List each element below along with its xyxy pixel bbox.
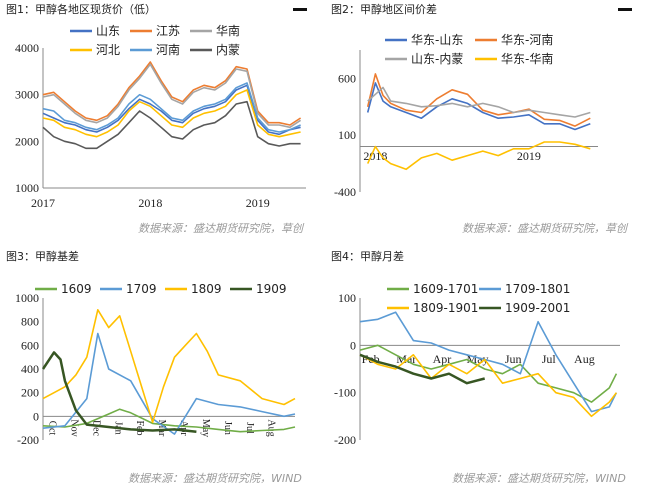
p3-y-tick-0: -200: [17, 433, 39, 447]
p2-legend-label-3: 华东-华南: [501, 51, 553, 66]
p3-series-1: [42, 332, 296, 435]
p3-x-tick-9: Jul: [244, 422, 255, 434]
p2-x-tick-1: 2019: [517, 149, 541, 163]
panel3-source: 数据来源：盛达期货研究院，WIND: [128, 472, 302, 485]
panel3-title: 图3：甲醇基差: [6, 250, 79, 263]
p3-x-tick-2: Dec: [90, 420, 101, 437]
p2-series-2: [367, 86, 591, 118]
p3-series-3: [41, 351, 197, 433]
p4-y-tick-0: -200: [334, 433, 356, 447]
p3-y-tick-1: 0: [33, 409, 39, 423]
p4-legend-label-0: 1609-1701: [413, 282, 478, 296]
p4-legend-label-2: 1809-1901: [413, 301, 478, 315]
p4-x-tick-5: Jul: [542, 352, 557, 366]
p1-series-1: [42, 61, 302, 126]
p3-x-tick-10: Aug: [266, 419, 277, 436]
p3-y-tick-3: 400: [21, 362, 39, 376]
p4-y-tick-1: -100: [334, 386, 356, 400]
p3-series-2: [42, 308, 296, 424]
p3-x-tick-0: Oct: [47, 421, 58, 436]
panel4-title: 图4：甲醇月差: [331, 250, 404, 263]
p2-y-tick-1: 100: [338, 128, 356, 142]
panel1-source: 数据来源：盛达期货研究院，草创: [138, 222, 303, 235]
p2-y-tick-0: -400: [334, 185, 356, 199]
p1-y-tick-0: 1000: [15, 181, 39, 195]
p3-x-tick-4: Feb: [134, 421, 145, 436]
panel2-title-bar: [618, 8, 632, 11]
panel1-title-bar: [293, 8, 307, 11]
p3-y-tick-4: 600: [21, 338, 39, 352]
p1-y-tick-3: 4000: [15, 41, 39, 55]
p4-x-tick-4: Jun: [505, 352, 522, 366]
p3-legend-label-1: 1709: [126, 282, 157, 296]
p3-x-tick-6: Apr: [178, 420, 189, 436]
p2-legend-label-0: 华东-山东: [411, 33, 463, 47]
panel4-source: 数据来源：盛达期货研究院，WIND: [452, 472, 626, 485]
p3-x-tick-1: Nov: [68, 419, 79, 436]
p1-series-4: [42, 82, 301, 133]
panel2-title: 图2：甲醇地区间价差: [331, 3, 437, 16]
p2-legend-label-1: 华东-河南: [501, 32, 553, 47]
p1-y-tick-2: 3000: [15, 88, 39, 102]
p3-x-tick-5: Mar: [156, 420, 167, 437]
p1-series-3: [42, 89, 301, 138]
p3-y-tick-5: 800: [21, 315, 39, 329]
p4-series-1: [359, 311, 618, 413]
p1-legend-label-5: 内蒙: [216, 43, 240, 57]
p4-legend-label-3: 1909-2001: [505, 301, 570, 315]
p2-series-0: [366, 82, 591, 131]
p4-x-tick-2: Apr: [433, 352, 452, 366]
p3-y-tick-2: 200: [21, 386, 39, 400]
p1-legend-label-3: 河北: [96, 43, 120, 57]
p1-legend-label-0: 山东: [96, 24, 120, 38]
p1-series-2: [42, 63, 302, 129]
p4-legend-label-1: 1709-1801: [505, 282, 570, 296]
p2-legend-label-2: 山东-内蒙: [411, 52, 463, 66]
panel1-title: 图1：甲醇各地区现货价（低）: [6, 3, 156, 16]
p2-series-3: [366, 141, 591, 171]
p1-x-tick-1: 2018: [138, 196, 162, 210]
p4-x-tick-6: Aug: [574, 352, 595, 366]
p2-series-1: [366, 73, 591, 127]
p1-x-tick-0: 2017: [31, 196, 55, 210]
p3-y-tick-6: 1000: [15, 291, 39, 305]
p2-y-tick-2: 600: [338, 71, 356, 85]
p4-series-2: [359, 353, 618, 418]
panel2-source: 数据来源：盛达期货研究院，草创: [462, 222, 627, 235]
p1-legend-label-2: 华南: [216, 23, 240, 38]
p3-x-tick-8: Jun: [222, 421, 233, 435]
p4-series-3: [359, 353, 486, 385]
p4-y-tick-3: 100: [338, 291, 356, 305]
p4-y-tick-2: 0: [350, 338, 356, 352]
p1-x-tick-2: 2019: [246, 196, 270, 210]
p1-series-0: [42, 84, 301, 136]
p3-series-0: [42, 408, 296, 433]
p3-legend-label-2: 1809: [191, 282, 222, 296]
p3-legend-label-0: 1609: [61, 282, 92, 296]
p2-x-tick-0: 2018: [363, 149, 387, 163]
p1-legend-label-4: 河南: [156, 42, 180, 57]
p1-y-tick-1: 2000: [15, 134, 39, 148]
p1-legend-label-1: 江苏: [156, 24, 180, 38]
p1-series-5: [42, 100, 301, 150]
p3-legend-label-3: 1909: [256, 282, 287, 296]
